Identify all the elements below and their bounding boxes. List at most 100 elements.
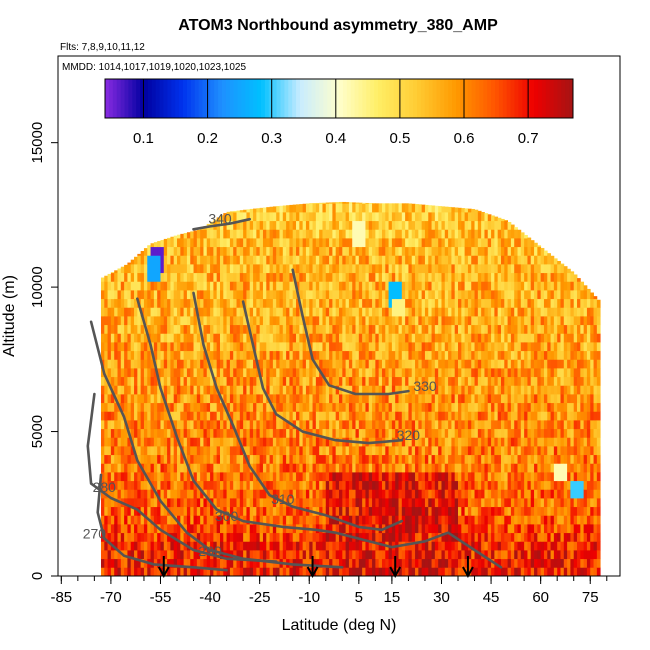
heatmap-cell: [319, 402, 323, 412]
heatmap-cell: [335, 264, 340, 274]
heatmap-cell: [282, 229, 287, 239]
heatmap-cell: [339, 307, 343, 317]
heatmap-cell: [282, 316, 287, 326]
heatmap-cell: [375, 229, 380, 239]
heatmap-cell: [266, 272, 270, 282]
heatmap-cell: [296, 480, 300, 490]
heatmap-cell: [186, 402, 191, 412]
heatmap-cell: [157, 368, 161, 378]
heatmap-cell: [418, 333, 423, 343]
heatmap-cell: [471, 272, 475, 282]
heatmap-cell: [150, 359, 155, 369]
heatmap-cell: [325, 420, 330, 430]
heatmap-cell: [454, 359, 459, 369]
heatmap-cell: [312, 342, 317, 352]
heatmap-cell: [114, 480, 118, 490]
heatmap-cell: [272, 376, 277, 386]
heatmap-cell: [282, 394, 287, 404]
heatmap-cell: [454, 506, 459, 516]
heatmap-cell: [375, 376, 380, 386]
heatmap-cell: [388, 506, 393, 516]
heatmap-cell: [375, 324, 380, 334]
heatmap-cell: [183, 463, 188, 473]
heatmap-cell: [276, 472, 280, 482]
heatmap-cell: [441, 394, 446, 404]
heatmap-cell: [200, 359, 204, 369]
heatmap-cell: [378, 428, 383, 438]
heatmap-cell: [203, 402, 208, 412]
heatmap-cell: [395, 238, 399, 248]
heatmap-cell: [358, 316, 363, 326]
heatmap-cell: [372, 532, 376, 542]
heatmap-cell: [401, 264, 406, 274]
heatmap-cell: [137, 281, 142, 291]
heatmap-cell: [117, 506, 122, 516]
heatmap-cell: [196, 290, 201, 300]
heatmap-cell: [286, 205, 290, 213]
heatmap-cell: [395, 550, 399, 560]
heatmap-cell: [206, 307, 211, 317]
heatmap-cell: [292, 264, 297, 274]
heatmap-cell: [302, 368, 307, 378]
heatmap-cell: [236, 210, 241, 213]
heatmap-cell: [186, 290, 191, 300]
heatmap-cell: [259, 298, 264, 308]
heatmap-cell: [140, 298, 145, 308]
heatmap-cell: [229, 532, 234, 542]
heatmap-cell: [467, 463, 472, 473]
heatmap-cell: [481, 324, 485, 334]
heatmap-cell: [484, 255, 489, 265]
heatmap-cell: [289, 472, 294, 482]
heatmap-cell: [319, 454, 323, 464]
heatmap-cell: [381, 255, 386, 265]
heatmap-cell: [256, 324, 261, 334]
heatmap-cell: [474, 255, 479, 265]
heatmap-cell: [173, 333, 178, 343]
heatmap-cell: [474, 550, 479, 560]
heatmap-cell: [309, 368, 313, 378]
heatmap-cell: [358, 212, 363, 222]
heatmap-cell: [368, 316, 373, 326]
heatmap-cell: [428, 212, 432, 222]
heatmap-cell: [467, 524, 472, 534]
heatmap-cell: [305, 480, 310, 490]
heatmap-cell: [491, 567, 495, 577]
heatmap-cell: [474, 446, 479, 456]
heatmap-cell: [375, 532, 380, 542]
heatmap-cell: [180, 359, 185, 369]
heatmap-cell: [289, 550, 294, 560]
heatmap-cell: [302, 246, 307, 256]
heatmap-cell: [319, 532, 323, 542]
heatmap-cell: [477, 446, 482, 456]
heatmap-cell: [216, 524, 221, 534]
heatmap-cell: [411, 394, 416, 404]
heatmap-cell: [451, 207, 456, 213]
heatmap-cell: [233, 316, 237, 326]
heatmap-cell: [292, 281, 297, 291]
heatmap-cell: [352, 394, 356, 404]
heatmap-cell: [186, 376, 191, 386]
heatmap-cell: [484, 472, 489, 482]
heatmap-cell: [186, 359, 191, 369]
heatmap-cell: [229, 376, 234, 386]
heatmap-cell: [203, 272, 208, 282]
heatmap-cell: [170, 550, 175, 560]
heatmap-cell: [256, 307, 261, 317]
heatmap-cell: [292, 324, 297, 334]
heatmap-cell: [352, 333, 356, 343]
heatmap-cell: [219, 385, 224, 395]
heatmap-cell: [474, 359, 479, 369]
heatmap-cell: [262, 238, 267, 248]
heatmap-cell: [299, 264, 304, 274]
heatmap-cell: [253, 324, 257, 334]
heatmap-cell: [282, 205, 287, 213]
heatmap-cell: [401, 350, 406, 360]
heatmap-cell: [474, 454, 479, 464]
heatmap-cell: [441, 342, 446, 352]
heatmap-cell: [243, 290, 247, 300]
heatmap-cell: [467, 229, 472, 239]
heatmap-cell: [461, 272, 466, 282]
heatmap-cell: [312, 550, 317, 560]
heatmap-cell: [282, 246, 287, 256]
heatmap-cell: [262, 281, 267, 291]
